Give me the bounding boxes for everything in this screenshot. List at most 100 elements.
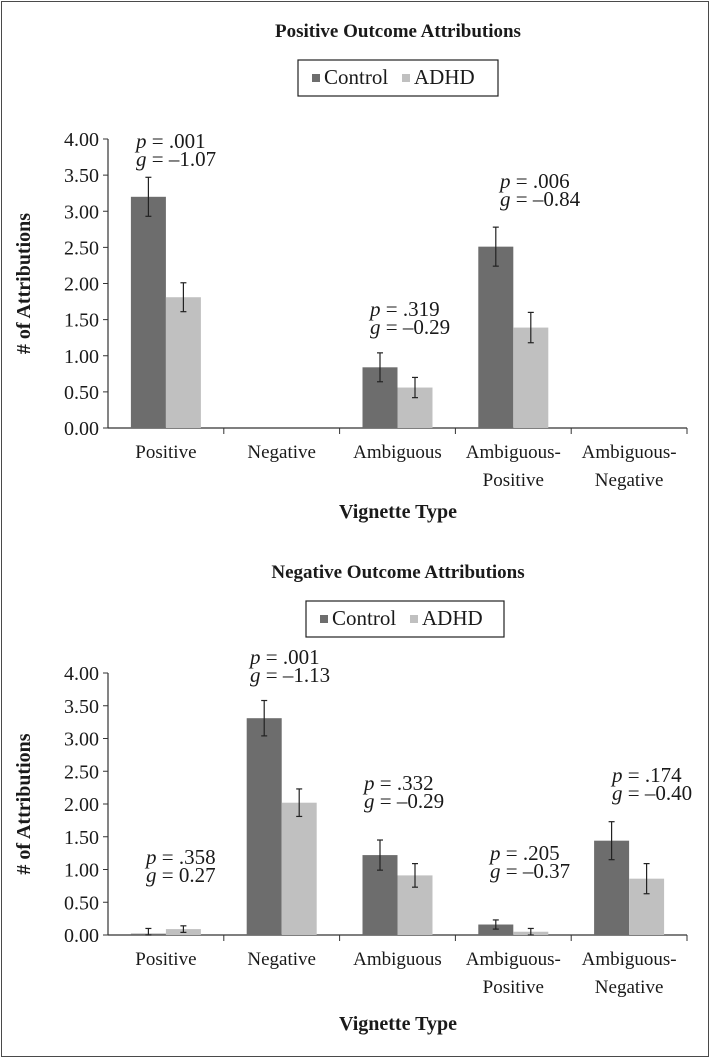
p-value-annotation: p = .006 <box>498 169 570 193</box>
y-tick-label: 1.00 <box>64 860 99 882</box>
g-symbol: g <box>612 781 623 805</box>
p-symbol: p <box>144 845 157 869</box>
p-value-annotation: p = .205 <box>488 841 560 865</box>
g-value: = –1.07 <box>147 147 217 171</box>
legend-label-control: Control <box>332 606 396 630</box>
g-value: = –0.29 <box>381 315 451 339</box>
bar-control <box>246 718 282 935</box>
p-value-annotation: p = .001 <box>134 129 206 153</box>
p-value: = .332 <box>375 771 434 795</box>
legend-label-adhd: ADHD <box>422 606 483 630</box>
p-value-annotation: p = .319 <box>368 297 440 321</box>
p-value: = .319 <box>381 297 440 321</box>
y-tick-label: 4.00 <box>64 129 99 151</box>
y-tick-label: 3.50 <box>64 696 99 718</box>
bar-control <box>478 246 514 428</box>
g-value-annotation: g = –0.37 <box>490 859 570 883</box>
g-value-annotation: g = –0.29 <box>364 789 444 813</box>
x-tick-label: Positive <box>135 949 196 970</box>
x-tick-label: Ambiguous- <box>466 442 561 463</box>
p-symbol: p <box>368 297 381 321</box>
y-tick-label: 4.00 <box>64 663 99 685</box>
g-value-annotation: g = –0.84 <box>500 187 581 211</box>
chart-title: Positive Outcome Attributions <box>275 21 521 42</box>
p-symbol: p <box>134 129 147 153</box>
legend-label-control: Control <box>324 65 388 89</box>
legend-box <box>305 600 505 638</box>
p-value-annotation: p = .332 <box>362 771 434 795</box>
g-symbol: g <box>500 187 511 211</box>
p-value: = .001 <box>147 129 206 153</box>
p-value: = .006 <box>511 169 570 193</box>
g-value-annotation: g = –0.40 <box>612 781 692 805</box>
y-tick-label: 3.00 <box>64 201 99 223</box>
y-tick-label: 2.00 <box>64 794 99 816</box>
p-symbol: p <box>610 763 623 787</box>
g-symbol: g <box>146 863 157 887</box>
x-axis-title: Vignette Type <box>339 501 457 523</box>
y-tick-label: 1.50 <box>64 827 99 849</box>
legend-swatch-control <box>320 615 328 623</box>
x-tick-label: Ambiguous- <box>466 949 561 970</box>
x-tick-label: Negative <box>247 949 316 970</box>
bar-control <box>478 924 514 935</box>
p-symbol: p <box>488 841 501 865</box>
g-symbol: g <box>490 859 501 883</box>
y-tick-label: 0.00 <box>64 418 99 440</box>
g-value: = –1.13 <box>261 663 331 687</box>
bar-adhd <box>281 802 317 935</box>
legend-swatch-adhd <box>402 74 410 82</box>
g-value: = –0.84 <box>511 187 581 211</box>
x-tick-label: Negative <box>595 977 664 998</box>
g-symbol: g <box>364 789 375 813</box>
legend-swatch-adhd <box>410 615 418 623</box>
y-tick-label: 1.50 <box>64 310 99 332</box>
g-value-annotation: g = –1.07 <box>136 147 216 171</box>
x-tick-label: Ambiguous- <box>582 442 677 463</box>
g-value-annotation: g = –1.13 <box>250 663 330 687</box>
x-tick-label: Negative <box>247 442 316 463</box>
y-axis-title: # of Attributions <box>13 213 35 354</box>
x-tick-label: Positive <box>135 442 196 463</box>
bar-adhd <box>165 297 201 428</box>
x-axis-title: Vignette Type <box>339 1013 457 1035</box>
legend: Control ADHD <box>305 600 505 638</box>
legend-box <box>297 59 499 97</box>
bar-adhd <box>513 327 549 428</box>
chart-1: Positive Outcome Attributions Control ADHD… <box>13 21 688 523</box>
chart-title: Negative Outcome Attributions <box>271 562 524 583</box>
legend-swatch-control <box>312 74 320 82</box>
y-tick-label: 1.00 <box>64 346 99 368</box>
legend: Control ADHD <box>297 59 499 97</box>
p-symbol: p <box>498 169 511 193</box>
y-tick-label: 3.00 <box>64 729 99 751</box>
g-value-annotation: g = –0.29 <box>370 315 450 339</box>
x-tick-label: Negative <box>595 470 664 491</box>
g-value: = 0.27 <box>157 863 216 887</box>
g-value: = –0.40 <box>623 781 693 805</box>
x-tick-label: Positive <box>483 470 544 491</box>
g-symbol: g <box>250 663 261 687</box>
p-value-annotation: p = .358 <box>144 845 216 869</box>
y-tick-label: 2.50 <box>64 237 99 259</box>
p-value-annotation: p = .174 <box>610 763 682 787</box>
p-symbol: p <box>362 771 375 795</box>
g-symbol: g <box>136 147 147 171</box>
g-symbol: g <box>370 315 381 339</box>
x-tick-label: Ambiguous- <box>582 949 677 970</box>
y-tick-label: 0.00 <box>64 925 99 947</box>
p-value: = .001 <box>261 645 320 669</box>
y-tick-label: 0.50 <box>64 382 99 404</box>
p-symbol: p <box>248 645 261 669</box>
bar-control <box>130 196 166 428</box>
legend-label-adhd: ADHD <box>414 65 475 89</box>
p-value-annotation: p = .001 <box>248 645 320 669</box>
x-tick-label: Ambiguous <box>353 442 442 463</box>
chart-2: Negative Outcome Attributions Control ADHD… <box>13 562 692 1035</box>
y-tick-label: 2.00 <box>64 274 99 296</box>
p-value: = .358 <box>157 845 216 869</box>
g-value-annotation: g = 0.27 <box>146 863 216 887</box>
x-tick-label: Positive <box>483 977 544 998</box>
